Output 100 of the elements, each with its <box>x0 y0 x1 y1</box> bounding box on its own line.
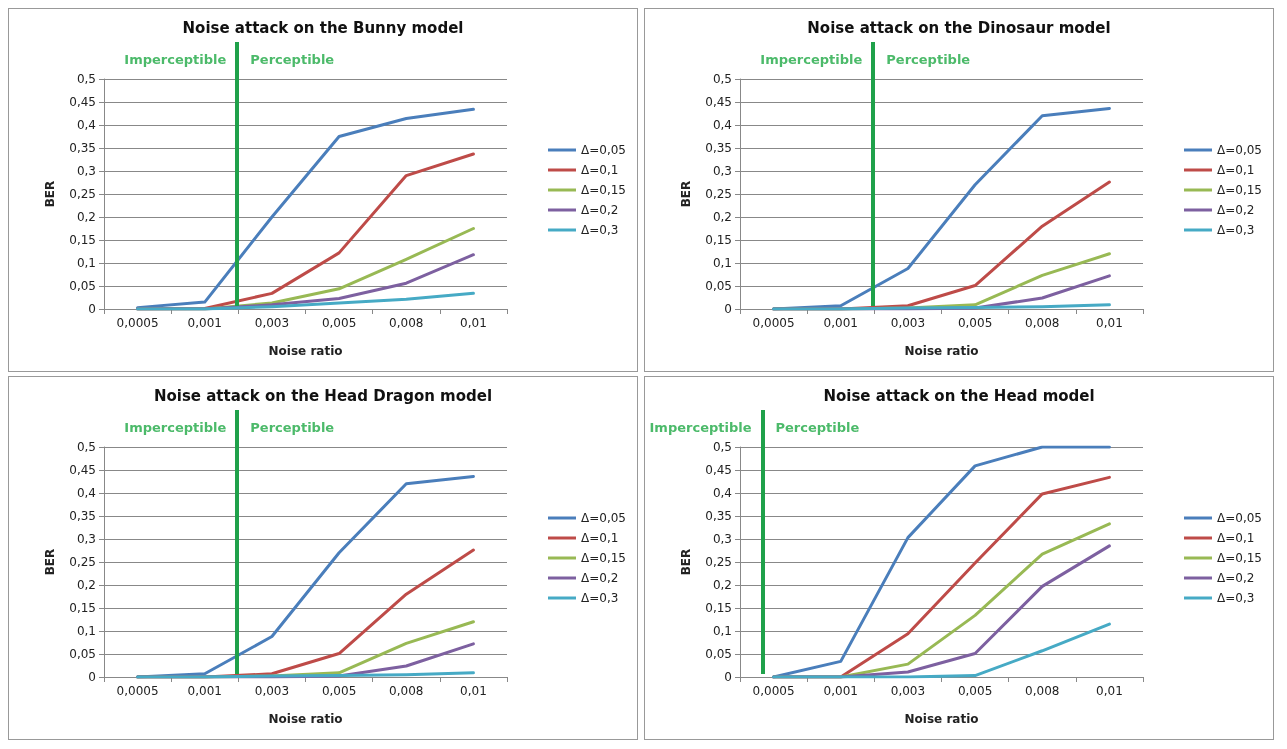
y-tick-label: 0,35 <box>69 509 96 523</box>
y-tick-label: 0,2 <box>76 578 96 592</box>
y-tick-label: 0,15 <box>705 601 732 615</box>
x-tick-label: 0,003 <box>890 316 926 330</box>
legend-label: Δ=0,1 <box>1217 163 1255 177</box>
legend-label: Δ=0,05 <box>1217 511 1262 525</box>
legend-label: Δ=0,05 <box>581 511 626 525</box>
y-tick-label: 0,05 <box>69 279 96 293</box>
y-tick-label: 0,3 <box>712 164 732 178</box>
chart-title: Noise attack on the Bunny model <box>182 18 464 37</box>
y-tick-label: 0,1 <box>76 624 96 638</box>
y-tick-label: 0 <box>724 302 732 316</box>
y-tick-label: 0,2 <box>712 578 732 592</box>
legend-label: Δ=0,2 <box>581 203 619 217</box>
y-axis-title: BER <box>43 180 57 208</box>
y-axis-title: BER <box>43 548 57 576</box>
text: Perceptible <box>250 420 335 435</box>
x-tick-label: 0,01 <box>460 316 487 330</box>
y-tick-label: 0 <box>88 302 96 316</box>
y-tick-label: 0,2 <box>712 210 732 224</box>
legend-label: Δ=0,05 <box>1217 143 1262 157</box>
x-tick-label: 0,001 <box>187 316 222 330</box>
text: Imperceptible <box>649 420 752 435</box>
x-tick-label: 0,001 <box>823 684 858 698</box>
chart-title: Noise attack on the Head Dragon model <box>153 386 493 405</box>
text: Perceptible <box>886 52 971 67</box>
y-tick-label: 0,35 <box>705 509 732 523</box>
text: Imperceptible <box>124 420 227 435</box>
x-tick-label: 0,01 <box>1096 316 1123 330</box>
y-tick-label: 0,35 <box>69 141 96 155</box>
x-tick-label: 0,01 <box>1096 684 1123 698</box>
y-tick-label: 0,5 <box>712 440 732 454</box>
legend-label: Δ=0,3 <box>581 591 619 605</box>
x-tick-label: 0,0005 <box>116 684 159 698</box>
y-tick-label: 0,4 <box>76 118 96 132</box>
y-tick-label: 0,15 <box>705 233 732 247</box>
y-tick-label: 0,4 <box>712 118 732 132</box>
x-tick-label: 0,003 <box>254 316 290 330</box>
x-tick-label: 0,005 <box>321 684 357 698</box>
legend-label: Δ=0,3 <box>1217 223 1255 237</box>
y-tick-label: 0,5 <box>76 72 96 86</box>
y-tick-label: 0,5 <box>76 440 96 454</box>
legend-label: Δ=0,2 <box>1217 203 1255 217</box>
legend-label: Δ=0,1 <box>1217 531 1255 545</box>
text: Perceptible <box>250 52 335 67</box>
text: Imperceptible <box>124 52 227 67</box>
y-tick-label: 0,3 <box>76 164 96 178</box>
legend-label: Δ=0,15 <box>581 183 626 197</box>
y-tick-label: 0 <box>88 670 96 684</box>
x-tick-label: 0,003 <box>254 684 290 698</box>
x-tick-label: 0,001 <box>823 316 858 330</box>
y-tick-label: 0,25 <box>69 555 96 569</box>
x-tick-label: 0,008 <box>1025 684 1060 698</box>
y-axis-title: BER <box>679 180 693 208</box>
y-tick-label: 0,05 <box>705 647 732 661</box>
x-tick-label: 0,003 <box>890 684 926 698</box>
legend-label: Δ=0,1 <box>581 163 619 177</box>
y-tick-label: 0,15 <box>69 233 96 247</box>
legend-label: Δ=0,2 <box>581 571 619 585</box>
x-tick-label: 0,008 <box>389 316 424 330</box>
y-tick-label: 0,2 <box>76 210 96 224</box>
x-tick-label: 0,0005 <box>752 316 795 330</box>
y-tick-label: 0,05 <box>705 279 732 293</box>
text: Imperceptible <box>760 52 863 67</box>
legend-label: Δ=0,2 <box>1217 571 1255 585</box>
y-tick-label: 0,45 <box>705 95 732 109</box>
x-axis-title: Noise ratio <box>904 712 979 726</box>
y-tick-label: 0 <box>724 670 732 684</box>
y-tick-label: 0,45 <box>69 463 96 477</box>
y-tick-label: 0,05 <box>69 647 96 661</box>
y-tick-label: 0,35 <box>705 141 732 155</box>
chart-title: Noise attack on the Dinosaur model <box>807 18 1111 37</box>
y-axis-title: BER <box>679 548 693 576</box>
legend-label: Δ=0,15 <box>581 551 626 565</box>
y-tick-label: 0,25 <box>705 555 732 569</box>
x-tick-label: 0,001 <box>187 684 222 698</box>
text: Perceptible <box>775 420 860 435</box>
legend-label: Δ=0,3 <box>581 223 619 237</box>
y-tick-label: 0,25 <box>69 187 96 201</box>
x-axis-title: Noise ratio <box>268 344 343 358</box>
y-tick-label: 0,45 <box>705 463 732 477</box>
y-tick-label: 0,15 <box>69 601 96 615</box>
y-tick-label: 0,3 <box>76 532 96 546</box>
y-tick-label: 0,1 <box>712 256 732 270</box>
y-tick-label: 0,4 <box>76 486 96 500</box>
x-tick-label: 0,005 <box>321 316 357 330</box>
y-tick-label: 0,1 <box>76 256 96 270</box>
y-tick-label: 0,45 <box>69 95 96 109</box>
y-tick-label: 0,3 <box>712 532 732 546</box>
legend-label: Δ=0,05 <box>581 143 626 157</box>
x-tick-label: 0,008 <box>1025 316 1060 330</box>
y-tick-label: 0,5 <box>712 72 732 86</box>
x-tick-label: 0,0005 <box>752 684 795 698</box>
x-tick-label: 0,005 <box>957 684 993 698</box>
x-tick-label: 0,0005 <box>116 316 159 330</box>
legend-label: Δ=0,1 <box>581 531 619 545</box>
y-tick-label: 0,4 <box>712 486 732 500</box>
y-tick-label: 0,1 <box>712 624 732 638</box>
x-tick-label: 0,008 <box>389 684 424 698</box>
chart-title: Noise attack on the Head model <box>823 386 1095 405</box>
